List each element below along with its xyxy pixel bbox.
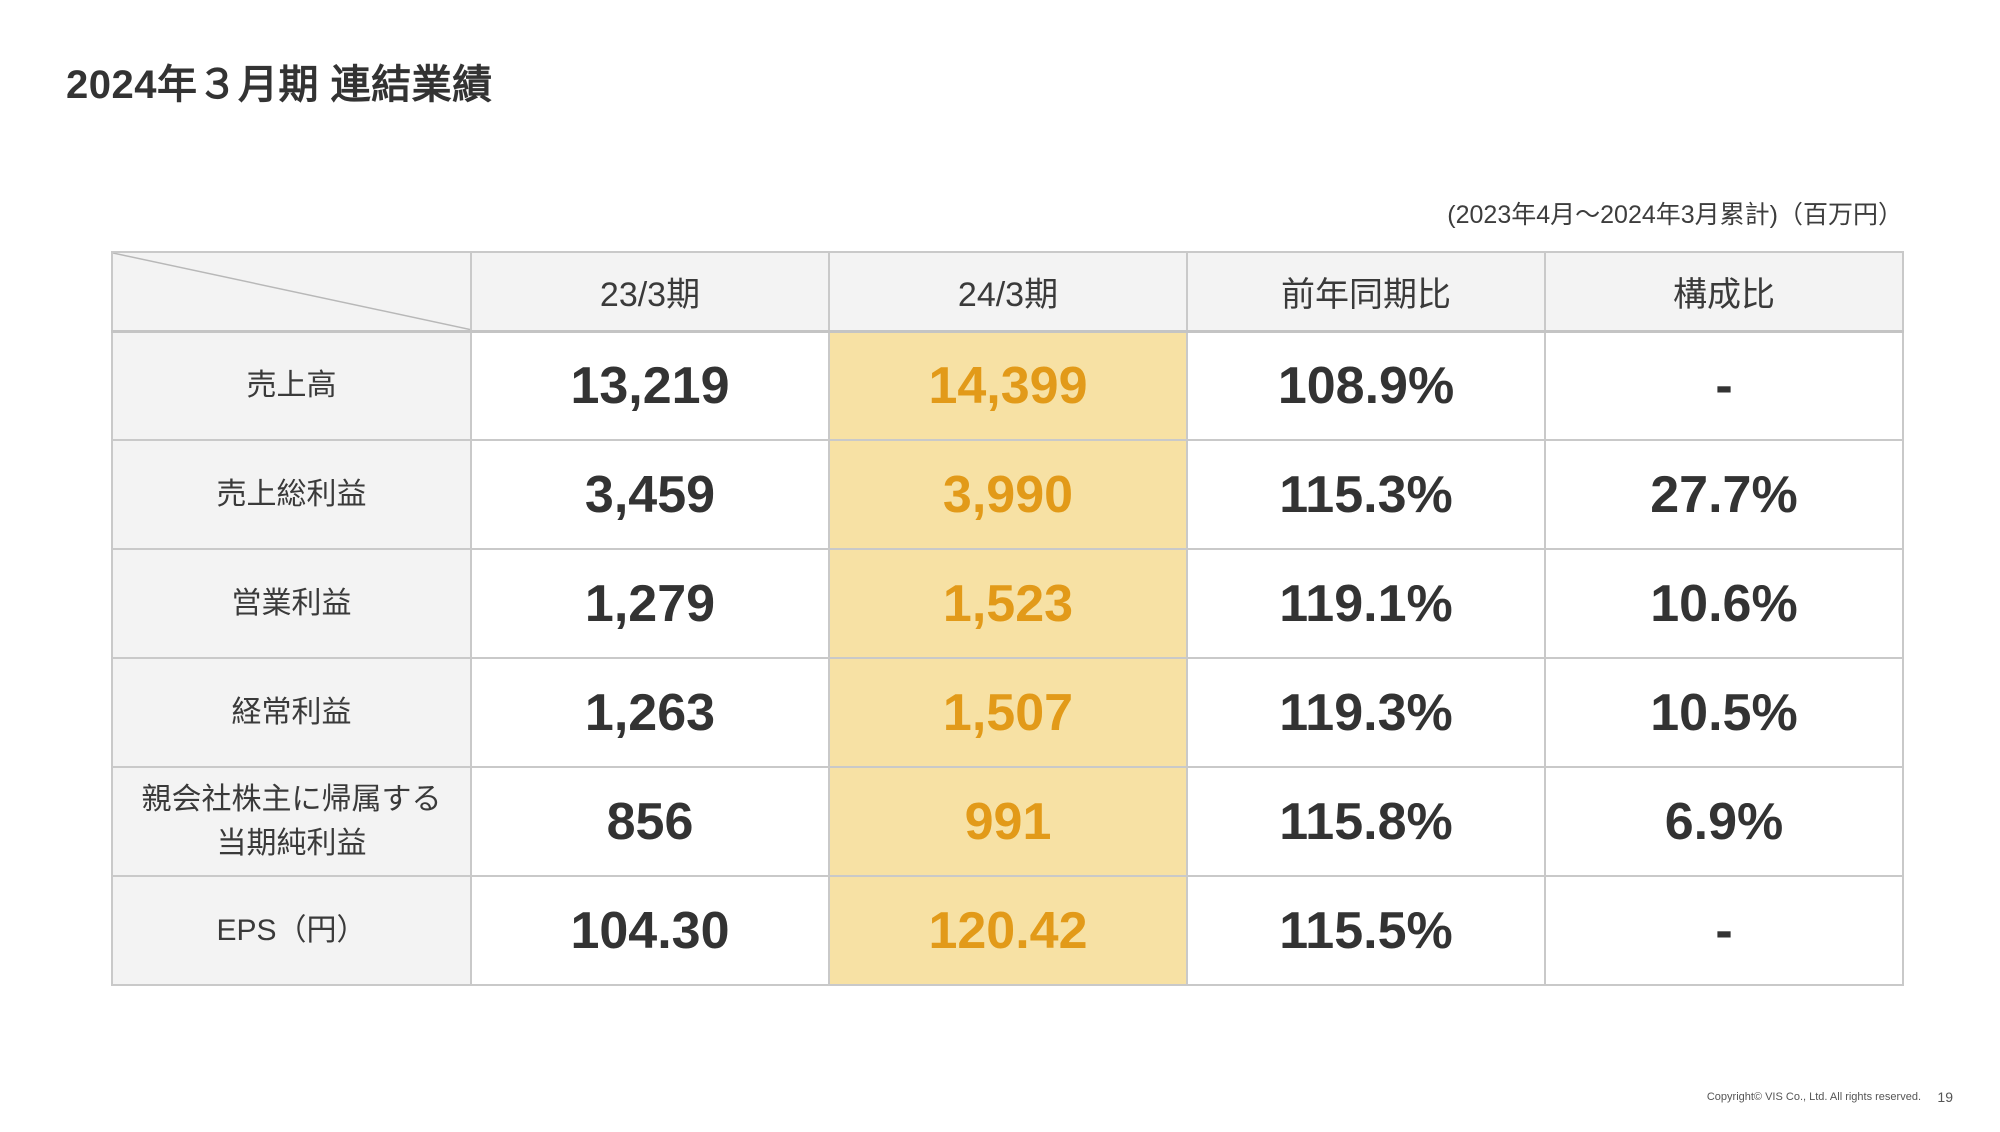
row-label-net-income: 親会社株主に帰属する 当期純利益 [111,766,472,877]
column-header-23-3: 23/3期 [470,251,830,332]
value-composition: 10.6% [1544,548,1904,659]
column-header-yoy: 前年同期比 [1186,251,1546,332]
value-prev: 13,219 [470,330,830,441]
row-label-operating-profit: 営業利益 [111,548,472,659]
page-number: 19 [1937,1089,1953,1105]
period-note: (2023年4月〜2024年3月累計)（百万円） [1447,201,1903,229]
value-prev: 1,279 [470,548,830,659]
row-label-eps: EPS（円） [111,875,472,986]
value-composition: - [1544,330,1904,441]
value-yoy: 115.3% [1186,439,1546,550]
value-yoy: 108.9% [1186,330,1546,441]
table-row: 売上高 13,219 14,399 108.9% - [111,330,1904,441]
table-row: 売上総利益 3,459 3,990 115.3% 27.7% [111,439,1904,550]
column-header-composition: 構成比 [1544,251,1904,332]
row-label-sales: 売上高 [111,330,472,441]
column-header-24-3: 24/3期 [828,251,1188,332]
row-label-line: 親会社株主に帰属する [141,783,442,816]
value-current: 14,399 [828,330,1188,441]
value-current: 1,507 [828,657,1188,768]
value-composition: - [1544,875,1904,986]
value-current: 120.42 [828,875,1188,986]
value-prev: 104.30 [470,875,830,986]
value-yoy: 119.1% [1186,548,1546,659]
value-current: 991 [828,766,1188,877]
results-table: 23/3期 24/3期 前年同期比 構成比 売上高 13,219 14,399 … [111,251,1904,986]
value-composition: 10.5% [1544,657,1904,768]
row-label-gross-profit: 売上総利益 [111,439,472,550]
page-title: 2024年３月期 連結業績 [66,63,493,107]
value-yoy: 119.3% [1186,657,1546,768]
table-row: 営業利益 1,279 1,523 119.1% 10.6% [111,548,1904,659]
value-current: 1,523 [828,548,1188,659]
value-yoy: 115.5% [1186,875,1546,986]
row-label-ordinary-profit: 経常利益 [111,657,472,768]
value-prev: 3,459 [470,439,830,550]
value-composition: 6.9% [1544,766,1904,877]
value-current: 3,990 [828,439,1188,550]
row-label-line: 当期純利益 [216,826,367,860]
diagonal-line [113,253,470,330]
value-prev: 1,263 [470,657,830,768]
table-row: 親会社株主に帰属する 当期純利益 856 991 115.8% 6.9% [111,766,1904,877]
copyright-notice: Copyright© VIS Co., Ltd. All rights rese… [1706,1091,1921,1103]
value-yoy: 115.8% [1186,766,1546,877]
table-row: 経常利益 1,263 1,507 119.3% 10.5% [111,657,1904,768]
value-prev: 856 [470,766,830,877]
table-row: EPS（円） 104.30 120.42 115.5% - [111,875,1904,986]
value-composition: 27.7% [1544,439,1904,550]
corner-cell [111,251,472,332]
table-header-row: 23/3期 24/3期 前年同期比 構成比 [111,251,1904,332]
